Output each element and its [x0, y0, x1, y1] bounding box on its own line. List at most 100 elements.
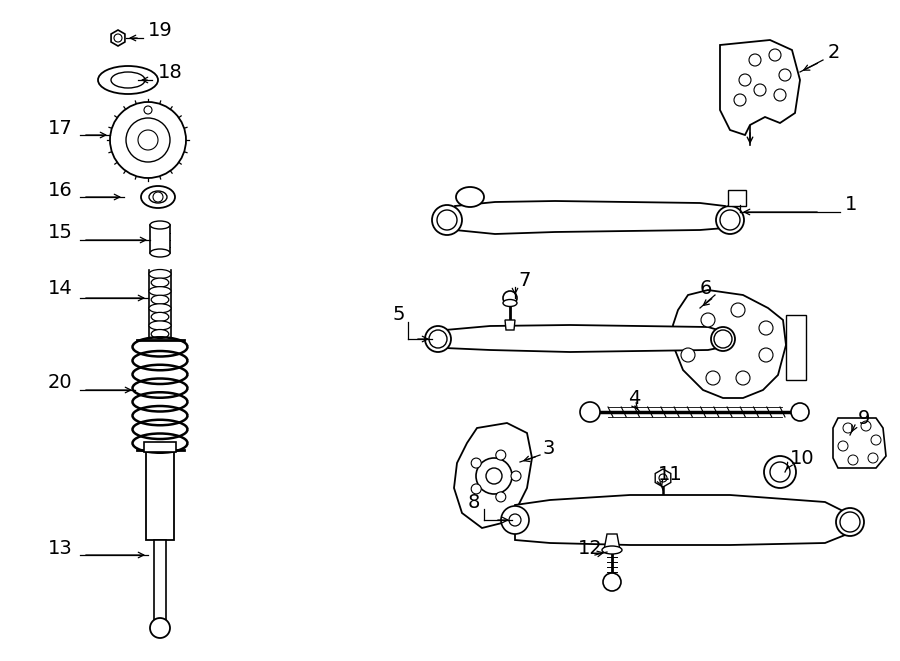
Text: 5: 5 [392, 305, 404, 325]
Ellipse shape [151, 313, 169, 321]
Ellipse shape [141, 186, 175, 208]
Circle shape [476, 458, 512, 494]
Circle shape [838, 441, 848, 451]
Circle shape [754, 84, 766, 96]
Circle shape [501, 506, 529, 534]
Circle shape [840, 512, 860, 532]
Text: 11: 11 [658, 465, 683, 485]
Polygon shape [515, 495, 845, 545]
Text: 19: 19 [148, 20, 173, 40]
Circle shape [759, 348, 773, 362]
Polygon shape [673, 290, 786, 398]
Polygon shape [445, 325, 718, 352]
Circle shape [437, 210, 457, 230]
Polygon shape [833, 418, 886, 468]
Circle shape [739, 74, 751, 86]
Circle shape [503, 291, 517, 305]
Ellipse shape [149, 191, 167, 203]
Ellipse shape [456, 187, 484, 207]
Circle shape [580, 402, 600, 422]
Bar [154, 540, 166, 620]
Circle shape [734, 94, 746, 106]
Bar [150, 225, 170, 253]
Circle shape [848, 455, 858, 465]
Text: 18: 18 [158, 63, 183, 81]
Circle shape [720, 210, 740, 230]
Text: 10: 10 [790, 449, 815, 467]
Circle shape [714, 330, 732, 348]
Circle shape [114, 34, 122, 42]
Circle shape [868, 453, 878, 463]
Circle shape [496, 492, 506, 502]
Ellipse shape [602, 546, 622, 554]
Circle shape [429, 330, 447, 348]
Ellipse shape [503, 299, 517, 307]
Text: 1: 1 [845, 196, 858, 215]
Circle shape [843, 423, 853, 433]
Ellipse shape [432, 205, 462, 235]
Circle shape [150, 618, 170, 638]
Ellipse shape [425, 326, 451, 352]
Ellipse shape [150, 249, 170, 257]
Circle shape [509, 514, 521, 526]
Ellipse shape [151, 278, 169, 287]
Circle shape [701, 313, 715, 327]
Polygon shape [604, 534, 620, 550]
Circle shape [770, 462, 790, 482]
Ellipse shape [836, 508, 864, 536]
Text: 8: 8 [468, 492, 481, 512]
Ellipse shape [111, 72, 145, 88]
Text: 6: 6 [700, 278, 713, 297]
Circle shape [659, 474, 667, 482]
Circle shape [153, 192, 163, 202]
Circle shape [110, 102, 186, 178]
Circle shape [603, 573, 621, 591]
Circle shape [749, 54, 761, 66]
Circle shape [731, 303, 745, 317]
Ellipse shape [150, 221, 170, 229]
Circle shape [472, 484, 482, 494]
Text: 2: 2 [828, 42, 841, 61]
Circle shape [706, 371, 720, 385]
Bar [146, 452, 174, 540]
Text: 3: 3 [543, 438, 555, 457]
Circle shape [759, 321, 773, 335]
Circle shape [511, 471, 521, 481]
Circle shape [779, 69, 791, 81]
Polygon shape [111, 30, 125, 46]
Text: 13: 13 [48, 539, 73, 557]
Bar [144, 442, 176, 452]
Circle shape [769, 49, 781, 61]
Polygon shape [455, 201, 725, 234]
Polygon shape [655, 469, 670, 487]
Circle shape [736, 371, 750, 385]
Ellipse shape [711, 327, 735, 351]
Text: 14: 14 [48, 278, 73, 297]
Circle shape [871, 435, 881, 445]
Ellipse shape [151, 295, 169, 304]
Text: 20: 20 [48, 373, 73, 391]
Ellipse shape [764, 456, 796, 488]
Bar [786, 315, 806, 380]
Text: 16: 16 [48, 180, 73, 200]
Ellipse shape [149, 270, 171, 278]
Ellipse shape [151, 329, 169, 338]
Ellipse shape [149, 287, 171, 295]
Circle shape [496, 450, 506, 460]
Text: 15: 15 [48, 223, 73, 241]
Circle shape [472, 458, 482, 468]
Bar [728, 190, 746, 206]
Circle shape [681, 348, 695, 362]
Text: 12: 12 [578, 539, 603, 557]
Circle shape [774, 89, 786, 101]
Text: 4: 4 [628, 389, 641, 407]
Text: 7: 7 [518, 270, 530, 290]
Polygon shape [454, 423, 532, 528]
Ellipse shape [149, 304, 171, 313]
Circle shape [486, 468, 502, 484]
Text: 9: 9 [858, 408, 870, 428]
Circle shape [144, 106, 152, 114]
Ellipse shape [716, 206, 744, 234]
Circle shape [138, 130, 158, 150]
Circle shape [861, 421, 871, 431]
